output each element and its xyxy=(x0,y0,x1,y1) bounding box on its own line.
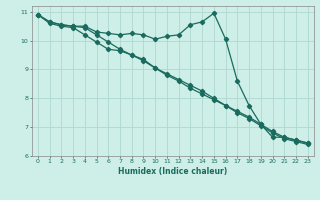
X-axis label: Humidex (Indice chaleur): Humidex (Indice chaleur) xyxy=(118,167,228,176)
